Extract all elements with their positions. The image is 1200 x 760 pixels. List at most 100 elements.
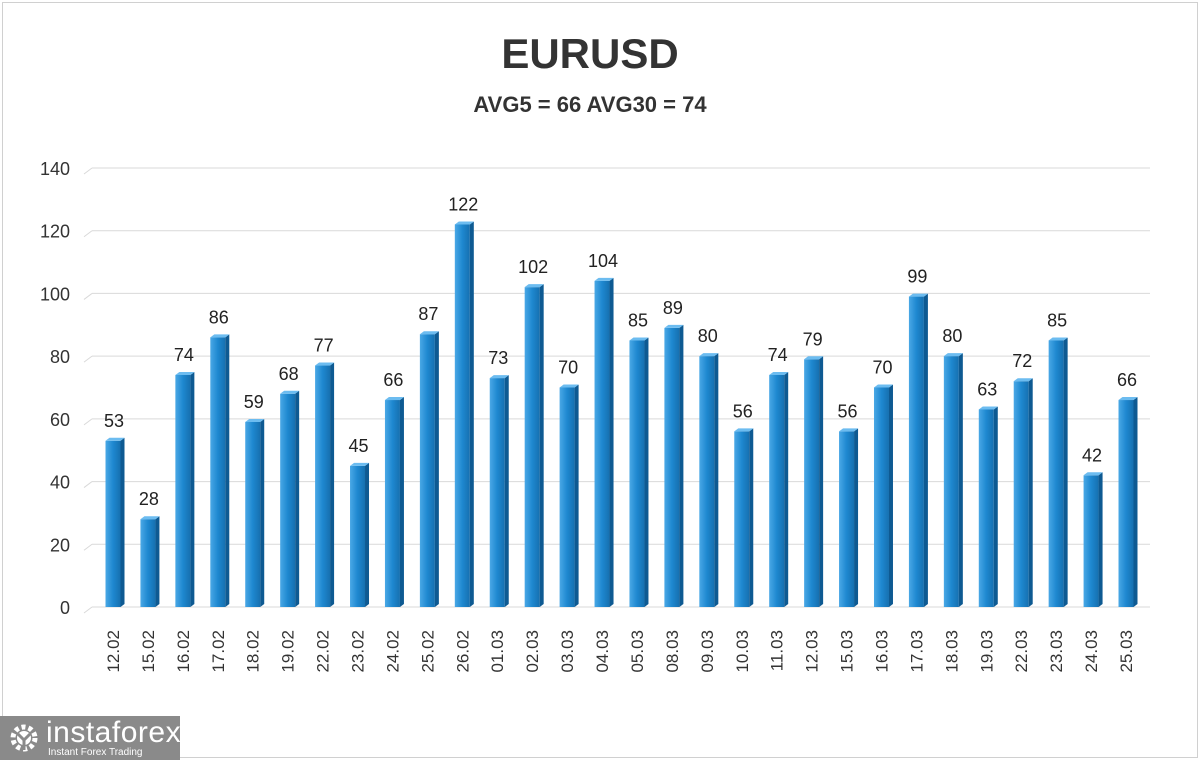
bar-side: [923, 293, 928, 607]
bar: [315, 365, 331, 607]
chart-subtitle: AVG5 = 66 AVG30 = 74: [473, 92, 707, 117]
x-tick-label: 03.03: [558, 630, 577, 673]
bar: [594, 280, 610, 607]
data-label: 66: [383, 370, 403, 390]
data-label: 70: [558, 358, 578, 378]
data-label: 74: [174, 345, 194, 365]
x-tick-label: 04.03: [593, 630, 612, 673]
logo-tagline: Instant Forex Trading: [48, 747, 143, 758]
chart-title: EURUSD: [501, 30, 678, 77]
bar-side: [784, 371, 789, 607]
bar-side: [679, 324, 684, 607]
bar-side: [539, 284, 544, 607]
bar-side: [330, 362, 335, 607]
data-label: 122: [448, 194, 478, 214]
bar-side: [574, 384, 579, 607]
gridline-depth: [83, 355, 93, 363]
bar-side: [434, 331, 439, 607]
instaforex-logo: instaforex Instant Forex Trading: [0, 716, 181, 760]
gridline-depth: [83, 481, 93, 488]
bar-top: [943, 353, 963, 357]
x-tick-label: 22.03: [1012, 630, 1031, 673]
data-label: 28: [139, 489, 159, 509]
bar: [943, 356, 959, 607]
y-tick-label: 40: [50, 473, 70, 493]
data-label: 73: [488, 348, 508, 368]
bar-side: [469, 221, 474, 607]
bar: [699, 356, 715, 607]
data-label: 80: [942, 326, 962, 346]
bar-top: [315, 362, 335, 366]
bar-top: [140, 516, 160, 520]
bar-side: [155, 516, 160, 607]
data-label: 56: [838, 401, 858, 421]
bar-side: [644, 337, 649, 607]
bar: [524, 287, 540, 607]
y-tick-label: 120: [40, 222, 70, 242]
bar: [1118, 400, 1134, 607]
x-tick-label: 25.02: [418, 630, 437, 673]
data-label: 70: [872, 358, 892, 378]
x-tick-label: 19.03: [977, 630, 996, 673]
bar-side: [749, 428, 754, 607]
bar-side: [120, 437, 125, 607]
x-tick-label: 11.03: [768, 630, 787, 671]
bar-side: [295, 390, 300, 607]
bar-top: [978, 406, 998, 410]
x-tick-label: 26.02: [453, 630, 472, 673]
bar-top: [804, 356, 824, 360]
x-tick-label: 25.03: [1117, 630, 1136, 673]
bar-top: [873, 384, 893, 388]
gridline-depth: [83, 230, 93, 238]
bar-side: [888, 384, 893, 607]
x-tick-label: 24.03: [1082, 630, 1101, 673]
x-tick-label: 16.02: [174, 630, 193, 673]
bar: [384, 400, 400, 607]
bar-top: [419, 331, 439, 335]
x-tick-label: 19.02: [279, 630, 298, 673]
bar: [804, 359, 820, 607]
bar-top: [908, 293, 928, 297]
bar-side: [1063, 337, 1068, 607]
bar-top: [699, 353, 719, 357]
x-tick-label: 17.03: [907, 630, 926, 673]
bar: [245, 421, 261, 607]
data-label: 79: [803, 329, 823, 349]
bar: [734, 431, 750, 607]
data-label: 87: [418, 304, 438, 324]
x-tick-label: 01.03: [488, 630, 507, 673]
x-tick-label: 12.03: [803, 630, 822, 673]
data-label: 56: [733, 401, 753, 421]
x-tick-label: 18.02: [244, 630, 263, 673]
bar: [105, 440, 121, 607]
bar-side: [190, 371, 195, 607]
bar-side: [609, 277, 614, 607]
bar-top: [384, 397, 404, 401]
bar-top: [1083, 472, 1103, 476]
bar-top: [350, 462, 370, 466]
bar: [419, 334, 435, 607]
bar-top: [839, 428, 859, 432]
y-tick-label: 0: [60, 598, 70, 618]
bar: [559, 387, 575, 607]
data-label: 85: [1047, 310, 1067, 330]
gear-logo-icon: [10, 724, 38, 752]
data-label: 59: [244, 392, 264, 412]
bar-top: [524, 284, 544, 288]
x-tick-label: 16.03: [872, 630, 891, 673]
bar-side: [225, 334, 230, 607]
bar: [1083, 475, 1099, 607]
x-tick-label: 18.03: [942, 630, 961, 673]
bar-side: [260, 418, 265, 607]
bar: [350, 465, 366, 607]
x-tick-label: 15.02: [139, 630, 158, 673]
bar-side: [504, 375, 509, 607]
data-label: 68: [279, 364, 299, 384]
bar: [175, 374, 191, 607]
bar-top: [489, 375, 509, 379]
data-label: 72: [1012, 351, 1032, 371]
data-label: 102: [518, 257, 548, 277]
x-tick-label: 08.03: [663, 630, 682, 673]
data-label: 74: [768, 345, 788, 365]
